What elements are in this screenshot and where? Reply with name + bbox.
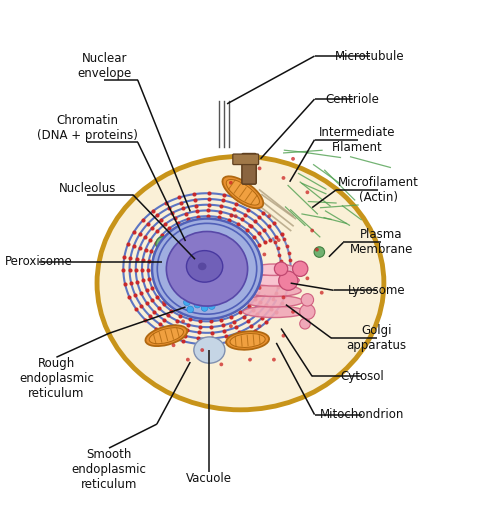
Ellipse shape [320, 291, 324, 295]
Ellipse shape [222, 176, 264, 208]
Text: Rough
endoplasmic
reticulum: Rough endoplasmic reticulum [19, 357, 94, 400]
Ellipse shape [184, 299, 190, 306]
Ellipse shape [220, 363, 223, 366]
Text: Centriole: Centriole [326, 92, 380, 106]
Ellipse shape [208, 303, 215, 309]
Ellipse shape [226, 180, 260, 205]
Ellipse shape [291, 157, 295, 161]
Ellipse shape [149, 328, 184, 344]
Ellipse shape [258, 324, 262, 328]
Ellipse shape [245, 296, 303, 307]
Ellipse shape [250, 264, 298, 276]
Ellipse shape [292, 261, 308, 277]
Ellipse shape [300, 318, 310, 329]
Ellipse shape [234, 214, 237, 218]
Ellipse shape [194, 272, 201, 279]
Text: Nucleolus: Nucleolus [59, 182, 116, 195]
Ellipse shape [246, 285, 301, 297]
Ellipse shape [152, 262, 167, 278]
Ellipse shape [152, 219, 262, 319]
Ellipse shape [202, 284, 208, 290]
Ellipse shape [172, 343, 175, 347]
Ellipse shape [198, 292, 204, 298]
Ellipse shape [300, 304, 315, 319]
Ellipse shape [204, 276, 212, 282]
Text: Golgi
apparatus: Golgi apparatus [346, 324, 407, 352]
Ellipse shape [205, 294, 212, 301]
Ellipse shape [282, 334, 286, 337]
Ellipse shape [202, 305, 208, 312]
Ellipse shape [278, 271, 298, 290]
Ellipse shape [314, 247, 324, 257]
Ellipse shape [291, 310, 295, 314]
Ellipse shape [181, 319, 185, 323]
Ellipse shape [190, 295, 198, 302]
Ellipse shape [190, 280, 197, 287]
Ellipse shape [310, 229, 314, 232]
Ellipse shape [194, 337, 225, 363]
Ellipse shape [272, 357, 276, 362]
FancyBboxPatch shape [242, 154, 256, 184]
Ellipse shape [166, 231, 248, 306]
Text: Cytosol: Cytosol [340, 370, 384, 383]
Ellipse shape [258, 286, 262, 290]
Text: Plasma
Membrane: Plasma Membrane [350, 229, 413, 257]
Ellipse shape [212, 279, 218, 286]
Text: Intermediate
Filament: Intermediate Filament [320, 126, 396, 154]
Ellipse shape [238, 157, 242, 161]
Ellipse shape [187, 289, 194, 296]
Text: Chromatin
(DNA + proteins): Chromatin (DNA + proteins) [37, 114, 138, 142]
Ellipse shape [300, 262, 304, 266]
Ellipse shape [248, 224, 252, 228]
Ellipse shape [274, 262, 288, 276]
Ellipse shape [277, 238, 280, 242]
Ellipse shape [301, 294, 314, 306]
Ellipse shape [208, 286, 215, 292]
Ellipse shape [198, 277, 204, 284]
Ellipse shape [229, 324, 233, 328]
Ellipse shape [162, 300, 166, 304]
Text: Vacuole: Vacuole [186, 472, 232, 485]
Ellipse shape [194, 301, 201, 308]
Ellipse shape [208, 272, 215, 279]
Ellipse shape [212, 299, 219, 306]
Ellipse shape [186, 251, 223, 282]
Text: Nuclear
envelope: Nuclear envelope [77, 52, 132, 80]
Ellipse shape [243, 306, 305, 317]
Ellipse shape [226, 331, 269, 350]
Text: Microtubule: Microtubule [334, 50, 404, 62]
Ellipse shape [258, 166, 262, 171]
Ellipse shape [146, 325, 188, 346]
Ellipse shape [156, 237, 170, 251]
Ellipse shape [306, 277, 310, 280]
Ellipse shape [154, 247, 172, 267]
Ellipse shape [158, 223, 256, 314]
Ellipse shape [97, 156, 384, 410]
Ellipse shape [200, 348, 204, 352]
Text: Microfilament
(Actin): Microfilament (Actin) [338, 176, 418, 204]
Ellipse shape [198, 262, 206, 270]
Ellipse shape [248, 275, 300, 286]
Ellipse shape [230, 334, 265, 347]
Ellipse shape [229, 181, 233, 185]
Ellipse shape [315, 248, 319, 251]
Text: Lysosome: Lysosome [348, 284, 406, 297]
Ellipse shape [262, 252, 266, 257]
Text: Peroxisome: Peroxisome [5, 255, 72, 268]
Ellipse shape [282, 296, 286, 299]
FancyBboxPatch shape [233, 154, 258, 165]
Ellipse shape [216, 289, 222, 296]
Ellipse shape [248, 357, 252, 362]
Ellipse shape [202, 271, 208, 278]
Text: Smooth
endoplasmic
reticulum: Smooth endoplasmic reticulum [72, 448, 146, 491]
Ellipse shape [194, 287, 201, 294]
Ellipse shape [282, 176, 286, 180]
Ellipse shape [186, 357, 190, 362]
Ellipse shape [306, 191, 310, 194]
Text: Mitochondrion: Mitochondrion [320, 408, 404, 421]
Ellipse shape [187, 306, 194, 313]
Ellipse shape [267, 214, 271, 218]
